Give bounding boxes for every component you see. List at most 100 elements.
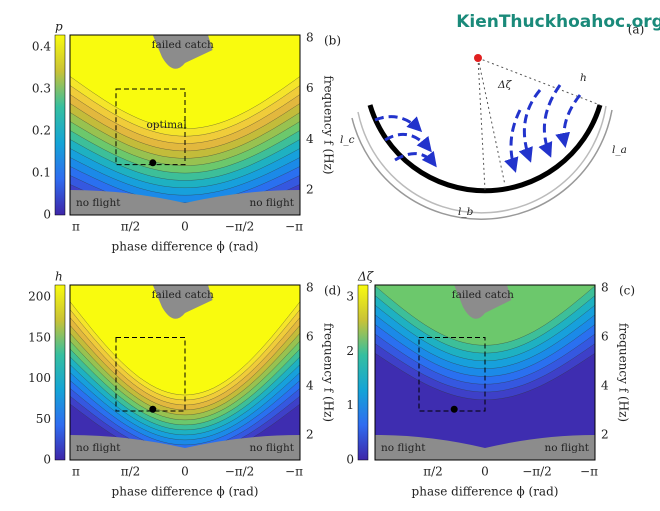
panel-label: (d): [324, 284, 341, 298]
panel-label: (a): [628, 23, 645, 37]
y-tick-label: 6: [306, 81, 314, 95]
colorbar-tick-label: 0: [43, 208, 51, 222]
colorbar-tick-label: 0.4: [32, 40, 51, 54]
failed-catch-region: [454, 285, 512, 319]
colorbar-label: h: [55, 270, 63, 284]
diagram-label: h: [580, 72, 587, 84]
y-tick-label: 8: [306, 281, 314, 295]
x-tick-label: π: [72, 465, 80, 479]
x-tick-label: π/2: [121, 220, 141, 234]
y-tick-label: 6: [306, 330, 314, 344]
gray-arc: [357, 105, 607, 214]
colorbar-tick-label: 3: [346, 290, 354, 304]
annotation: no flight: [250, 197, 295, 209]
y-tick-label: 8: [601, 281, 609, 295]
x-tick-label: 0: [181, 220, 189, 234]
panel: failed catch no flight no flight 0 1 2 3Δζ 2 4 6 8…: [346, 270, 635, 499]
colorbar-tick-label: 0: [346, 453, 354, 467]
diagram: (a) h Δζ l_c l_a l_b: [340, 23, 644, 220]
colorbar: [54, 34, 66, 216]
x-axis-label: phase difference ϕ (rad): [412, 485, 559, 499]
failed-catch-region: [152, 285, 213, 319]
flow-arrow: [504, 109, 522, 173]
red-dot: [474, 54, 482, 62]
colorbar-tick-label: 150: [28, 330, 51, 344]
y-tick-label: 2: [601, 428, 609, 442]
colorbar-tick-label: 100: [28, 371, 51, 385]
colorbar-label: Δζ: [357, 270, 375, 284]
colorbar-tick-label: 1: [346, 398, 354, 412]
annotation: no flight: [545, 442, 590, 454]
colorbar-tick-label: 200: [28, 290, 51, 304]
diagram-label: l_b: [458, 206, 474, 218]
y-tick-label: 2: [306, 183, 314, 197]
dotted-line: [477, 57, 506, 186]
watermark: KienThuckhoahoc.org: [456, 12, 660, 32]
y-tick-label: 4: [601, 379, 609, 393]
flow-arrow: [384, 132, 432, 153]
flow-arrow: [374, 115, 423, 133]
x-tick-label: −π/2: [522, 465, 552, 479]
y-axis-label: frequency f (Hz): [322, 75, 336, 174]
y-tick-label: 4: [306, 379, 314, 393]
y-tick-label: 8: [306, 31, 314, 45]
x-tick-label: −π/2: [225, 465, 255, 479]
y-tick-label: 4: [306, 132, 314, 146]
annotation: no flight: [76, 442, 121, 454]
contour-band: [374, 352, 596, 461]
colorbar: [357, 284, 369, 461]
colorbar-tick-label: 50: [36, 412, 51, 426]
no-flight-region: [375, 435, 595, 460]
x-tick-label: π/2: [423, 465, 443, 479]
flow-arrow: [518, 89, 542, 163]
flow-arrow: [555, 94, 582, 148]
colorbar-tick-label: 0.1: [32, 166, 51, 180]
x-tick-label: −π: [285, 465, 303, 479]
panel: failed catch no flight no flight 0 50 100 150 2…: [28, 270, 341, 499]
colorbar-tick-label: 0.2: [32, 124, 51, 138]
annotation: failed catch: [152, 39, 214, 51]
y-axis-label: frequency f (Hz): [617, 323, 631, 422]
colorbar-tick-label: 2: [346, 344, 354, 358]
plot-frame: [69, 284, 301, 461]
diagram-label: Δζ: [497, 79, 513, 91]
y-tick-label: 6: [601, 330, 609, 344]
flow-arrow: [394, 150, 437, 168]
x-tick-label: π: [72, 220, 80, 234]
y-axis-label: frequency f (Hz): [322, 323, 336, 422]
failed-catch-region: [152, 35, 213, 69]
no-flight-region: [70, 190, 300, 215]
x-tick-label: 0: [481, 465, 489, 479]
annotation: no flight: [381, 442, 426, 454]
x-axis-label: phase difference ϕ (rad): [112, 485, 259, 499]
x-tick-label: −π: [285, 220, 303, 234]
x-axis-label: phase difference ϕ (rad): [112, 240, 259, 254]
colorbar-tick-label: 0.3: [32, 82, 51, 96]
diagram-label: l_c: [340, 134, 355, 146]
plot-frame: [374, 284, 596, 461]
annotation: no flight: [250, 442, 295, 454]
panel-label: (b): [324, 34, 341, 48]
gray-arc: [351, 109, 613, 220]
dotted-line: [477, 57, 601, 106]
no-flight-region: [70, 435, 300, 460]
optimum-dot: [149, 159, 157, 167]
optimum-dot: [149, 405, 157, 413]
annotation: failed catch: [452, 289, 514, 301]
x-tick-label: 0: [181, 465, 189, 479]
y-tick-label: 2: [306, 428, 314, 442]
x-tick-label: −π: [580, 465, 598, 479]
optimum-dot: [450, 405, 458, 413]
plot-frame: [69, 34, 301, 216]
panel: failed catch no flight no flight optimal 0 0.…: [32, 20, 341, 254]
wing-arc: [367, 104, 603, 194]
annotation: no flight: [76, 197, 121, 209]
colorbar: [54, 284, 66, 461]
colorbar-label: p: [55, 20, 63, 34]
flow-arrow: [538, 84, 562, 158]
dotted-line: [477, 57, 486, 191]
panel-label: (c): [619, 284, 635, 298]
diagram-label: l_a: [612, 144, 627, 156]
x-tick-label: π/2: [121, 465, 141, 479]
